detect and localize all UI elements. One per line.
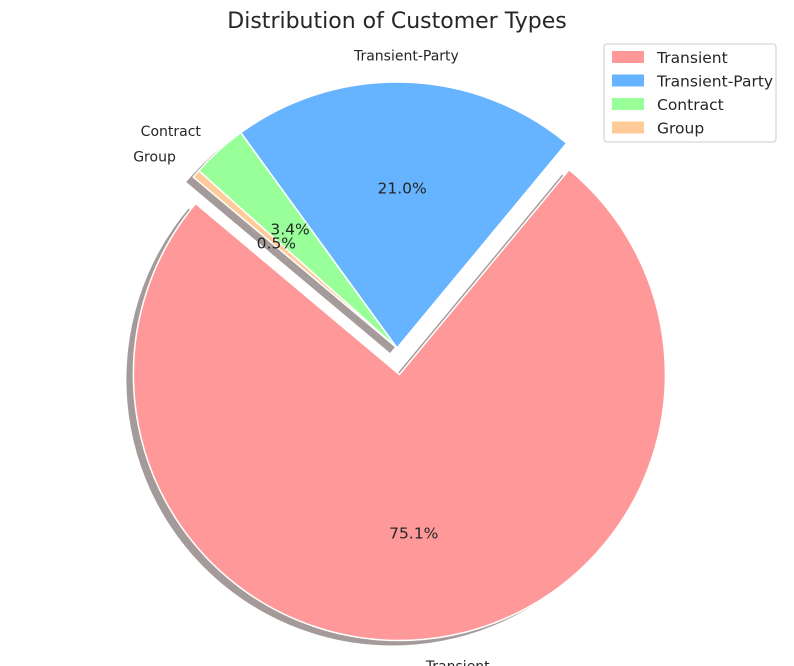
percent-labels: 75.1% 21.0% 3.4%0.5%: [257, 179, 439, 542]
pie-slices: [132, 81, 667, 642]
slice-group: [192, 169, 398, 349]
legend: Transient Transient-Party Contract Group: [603, 43, 777, 143]
shadow-group: [186, 175, 390, 353]
slice-label-contract: Contract: [141, 124, 202, 140]
legend-label-transient-party: Transient-Party: [656, 73, 773, 91]
legend-label-group: Group: [657, 120, 704, 138]
legend-swatch-group: [612, 121, 644, 134]
legend-item-group: Group: [612, 120, 704, 138]
percent-label-contract: 3.4%: [270, 221, 309, 239]
chart-title: Distribution of Customer Types: [227, 9, 566, 34]
slice-label-group: Group: [133, 149, 176, 165]
legend-box: [603, 43, 777, 143]
slice-label-transient: Transient: [425, 659, 490, 666]
legend-swatch-transient-party: [612, 74, 644, 87]
slice-transient: [132, 168, 667, 642]
legend-item-contract: Contract: [612, 96, 724, 114]
slice-label-transient-party: Transient-Party: [353, 49, 459, 65]
percent-label-transient: 75.1%: [389, 524, 438, 542]
legend-swatch-transient: [612, 51, 644, 63]
percent-label-group: 0.5%: [257, 235, 296, 253]
legend-item-transient: Transient: [612, 49, 728, 67]
legend-swatch-contract: [612, 98, 644, 110]
slice-transient-party: [240, 81, 568, 349]
legend-item-transient-party: Transient-Party: [612, 73, 773, 91]
percent-label-transient-party: 21.0%: [377, 179, 426, 197]
legend-label-contract: Contract: [657, 96, 724, 114]
legend-label-transient: Transient: [656, 49, 728, 67]
slice-labels: Transient Transient-Party Contract Group: [133, 49, 490, 666]
